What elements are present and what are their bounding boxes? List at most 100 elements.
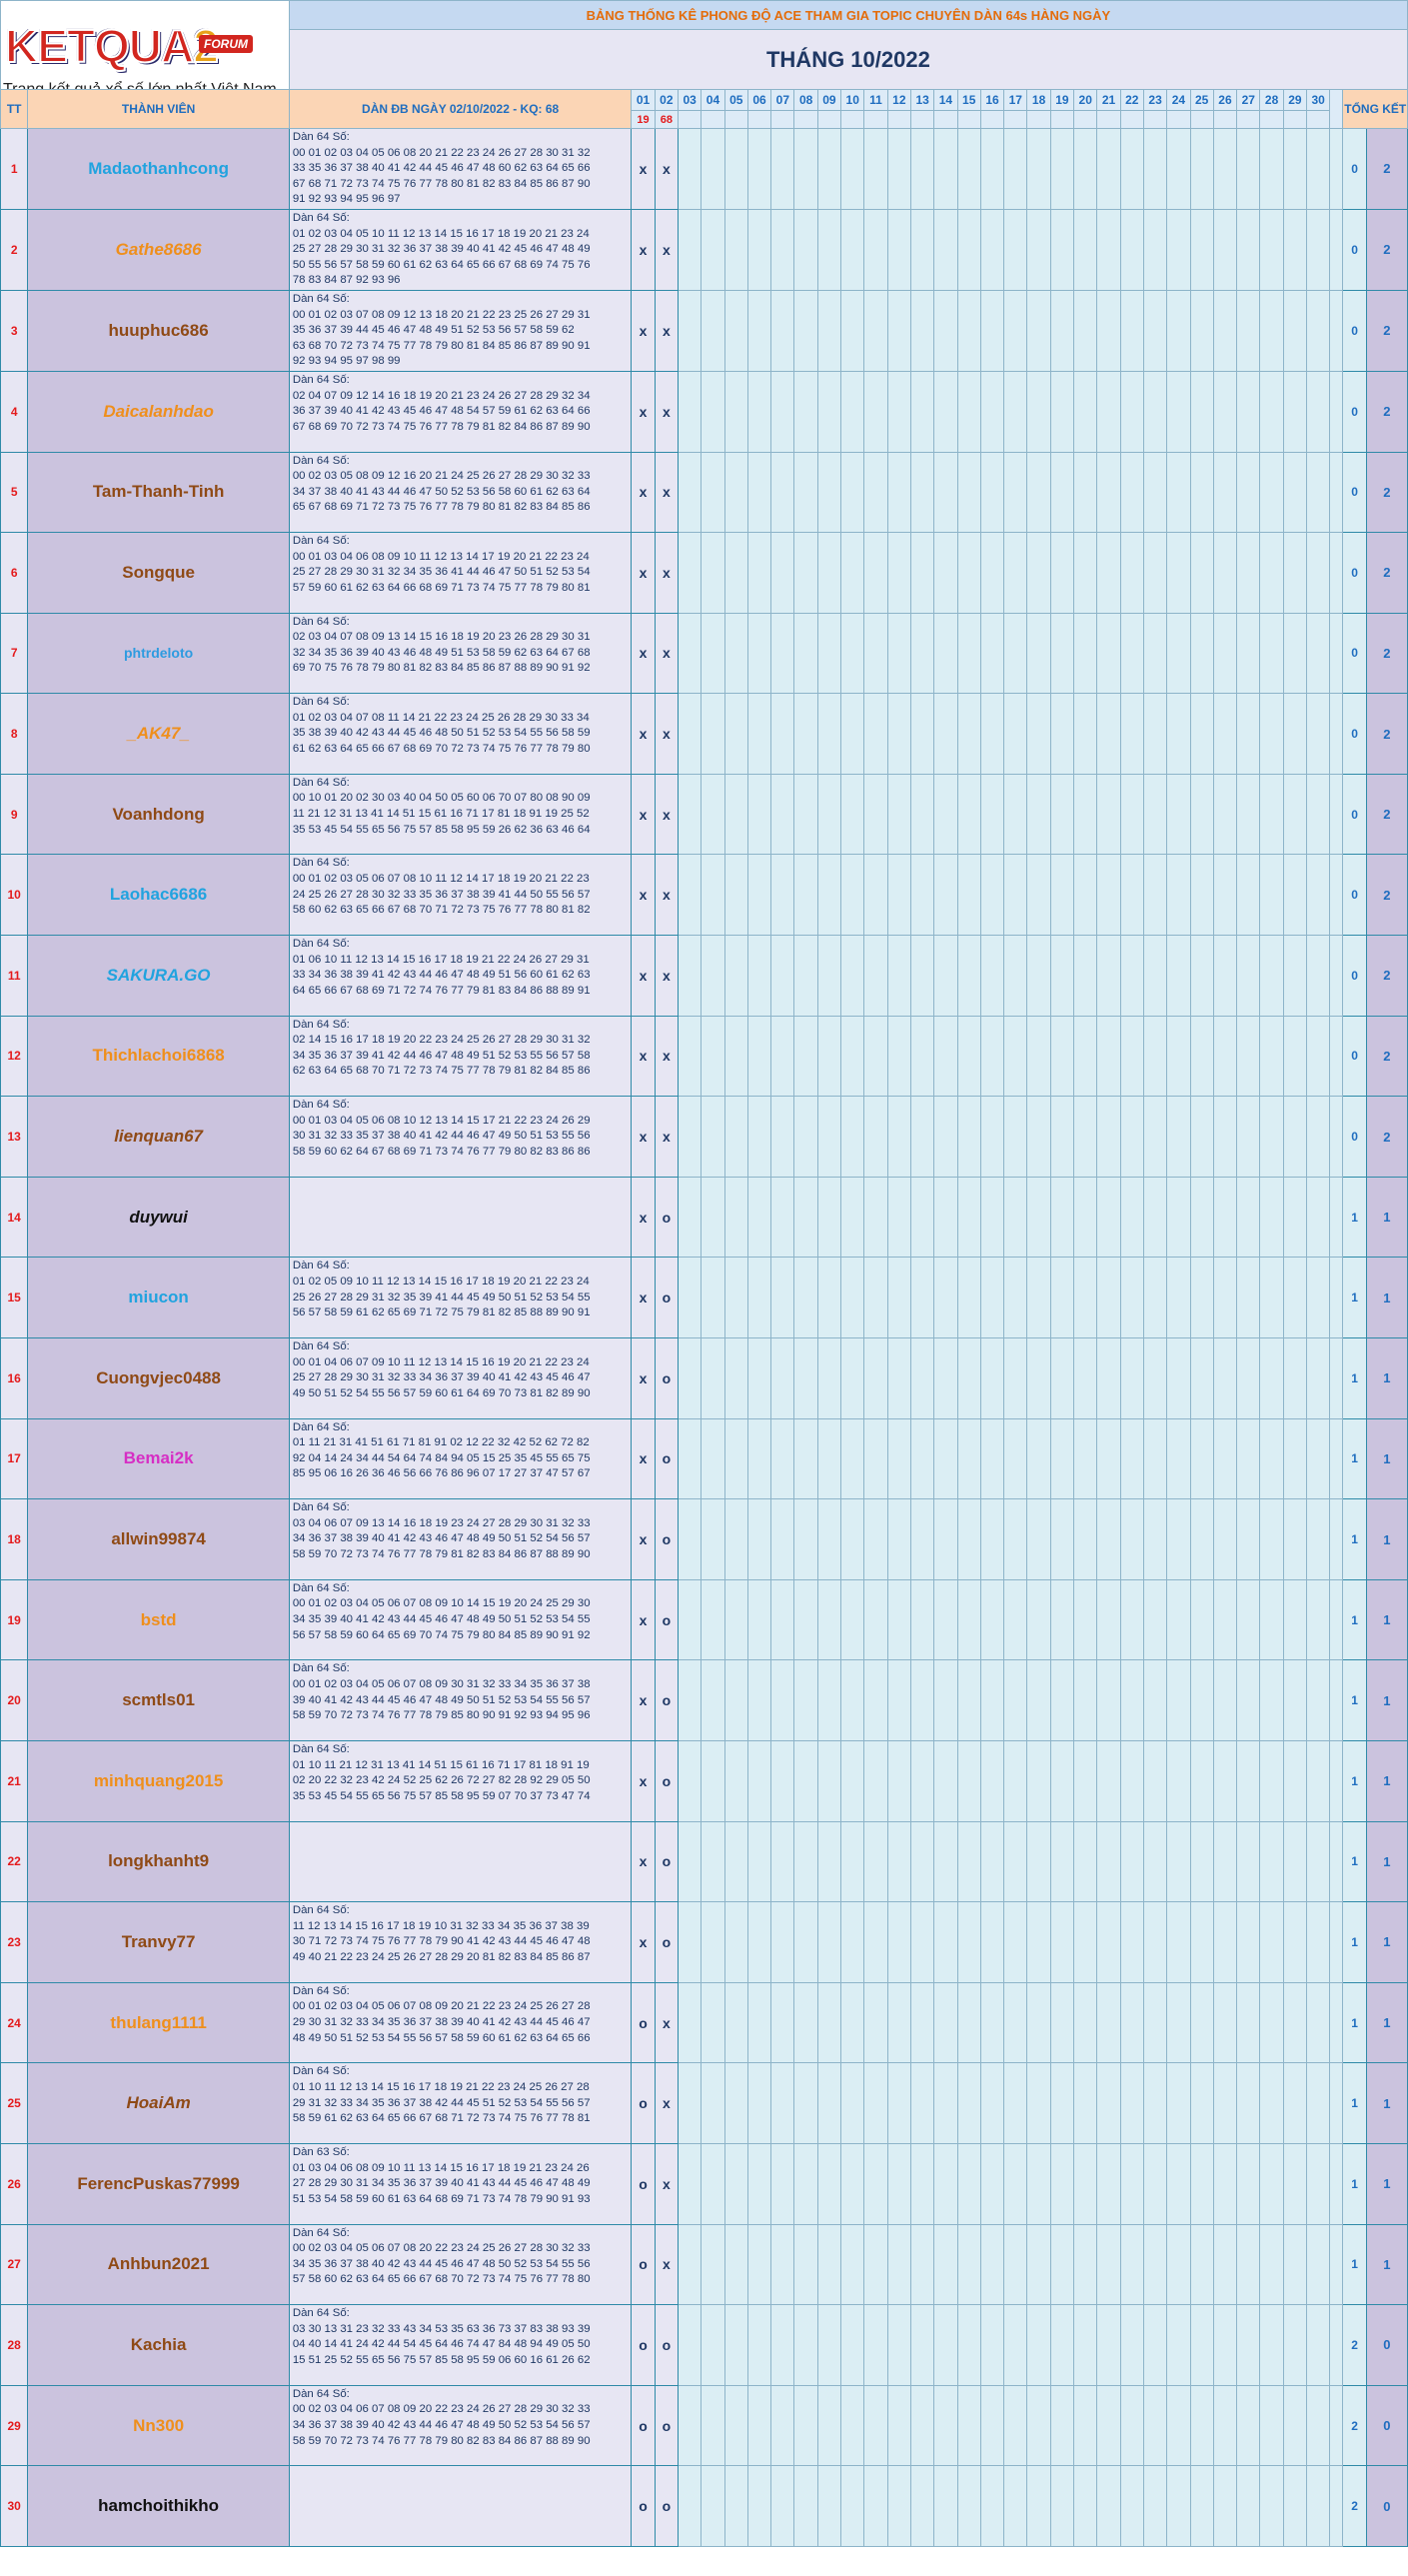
day-cell bbox=[979, 1015, 1005, 1098]
day-header: 06 bbox=[746, 89, 772, 111]
member-name[interactable]: Voanhdong bbox=[27, 773, 290, 856]
day-header: 13 bbox=[909, 89, 935, 111]
spacer-cell bbox=[1329, 693, 1344, 775]
day-cell bbox=[1049, 2465, 1075, 2547]
day-header: 09 bbox=[816, 89, 842, 111]
day-cell bbox=[1306, 1257, 1331, 1339]
member-name[interactable]: Gathe8686 bbox=[27, 208, 290, 291]
day-cell bbox=[701, 1578, 725, 1661]
day-cell bbox=[746, 1257, 772, 1339]
day-cell bbox=[677, 2223, 703, 2306]
member-name[interactable]: Thichlachoi6868 bbox=[27, 1015, 290, 1098]
day-cell bbox=[1306, 854, 1331, 937]
day-cell bbox=[723, 2384, 748, 2467]
day-cell bbox=[956, 1176, 981, 1259]
member-name[interactable]: Tranvy77 bbox=[27, 1901, 290, 1983]
day-cell bbox=[1049, 854, 1075, 937]
member-name[interactable]: thulang1111 bbox=[27, 1981, 290, 2064]
dan-numbers: 01 02 03 04 05 10 11 12 13 14 15 16 17 1… bbox=[292, 227, 590, 240]
member-name[interactable]: lienquan67 bbox=[27, 1096, 290, 1178]
day-cell bbox=[770, 693, 795, 775]
member-name[interactable]: HoaiAm bbox=[27, 2062, 290, 2144]
day-cell bbox=[677, 2304, 703, 2386]
day-cell bbox=[1236, 1417, 1261, 1500]
member-name[interactable]: Tam-Thanh-Tinh bbox=[27, 451, 290, 534]
spacer-cell bbox=[1329, 1096, 1344, 1178]
spacer-header bbox=[1329, 89, 1344, 129]
row-number: 19 bbox=[0, 1578, 29, 1661]
member-name[interactable]: minhquang2015 bbox=[27, 1740, 290, 1822]
day-header: 21 bbox=[1096, 89, 1121, 111]
day-cell bbox=[723, 2223, 748, 2306]
day-result: 68 bbox=[654, 110, 680, 129]
day-cell bbox=[770, 370, 795, 453]
member-name[interactable]: bstd bbox=[27, 1578, 290, 1661]
day-cell bbox=[1073, 532, 1098, 614]
member-name[interactable]: allwin99874 bbox=[27, 1498, 290, 1580]
col-header-dan: DÀN ĐB NGÀY 02/10/2022 - KQ: 68 bbox=[288, 89, 633, 129]
member-name[interactable]: Bemai2k bbox=[27, 1417, 290, 1500]
member-name[interactable]: SAKURA.GO bbox=[27, 935, 290, 1017]
member-name[interactable]: duywui bbox=[27, 1176, 290, 1259]
member-name[interactable]: miucon bbox=[27, 1257, 290, 1339]
dan-numbers: 34 35 39 40 41 42 43 44 45 46 47 48 49 5… bbox=[292, 1613, 591, 1625]
day-mark: o bbox=[654, 1337, 680, 1419]
day-cell bbox=[1096, 612, 1121, 695]
day-cell bbox=[979, 2142, 1005, 2225]
day-cell bbox=[1212, 289, 1238, 372]
member-name[interactable]: phtrdeloto bbox=[27, 612, 290, 695]
day-cell bbox=[701, 208, 725, 291]
member-name[interactable]: longkhanht9 bbox=[27, 1820, 290, 1903]
dan-cell: Dàn 64 Số: 11 12 13 14 15 16 17 18 19 10 … bbox=[288, 1901, 633, 1983]
site-logo[interactable]: KETQUA2 FORUM Trang kết quả xổ số lớn nh… bbox=[1, 17, 288, 89]
day-cell bbox=[909, 1901, 935, 1983]
day-cell bbox=[1282, 693, 1308, 775]
day-cell bbox=[746, 451, 772, 534]
day-cell bbox=[1166, 370, 1191, 453]
dan-numbers: 58 59 60 62 64 67 68 69 71 73 74 76 77 7… bbox=[292, 1146, 591, 1159]
day-cell bbox=[1096, 1096, 1121, 1178]
member-name[interactable]: Cuongvjec0488 bbox=[27, 1337, 290, 1419]
day-cell bbox=[746, 1981, 772, 2064]
day-cell bbox=[1166, 2062, 1191, 2144]
dan-numbers: 29 30 31 32 33 34 35 36 37 38 39 40 41 4… bbox=[292, 2015, 591, 2028]
spacer-cell bbox=[1329, 2465, 1344, 2547]
day-mark: x bbox=[631, 532, 656, 614]
member-name[interactable]: Laohac6686 bbox=[27, 854, 290, 937]
spacer-cell bbox=[1329, 1417, 1344, 1500]
day-cell bbox=[1306, 1417, 1331, 1500]
dan-numbers: 02 03 04 07 08 09 13 14 15 16 18 19 20 2… bbox=[292, 631, 591, 644]
member-name[interactable]: FerencPuskas77999 bbox=[27, 2142, 290, 2225]
member-name[interactable]: Daicalanhdao bbox=[27, 370, 290, 453]
member-name[interactable]: Madaothanhcong bbox=[27, 128, 290, 210]
day-cell bbox=[1026, 2142, 1051, 2225]
day-cell bbox=[770, 1659, 795, 1741]
dan-numbers: 36 37 39 40 41 42 43 45 46 47 48 54 57 5… bbox=[292, 405, 591, 418]
member-name[interactable]: hamchoithikho bbox=[27, 2465, 290, 2547]
day-cell bbox=[1212, 1981, 1238, 2064]
member-name[interactable]: _AK47_ bbox=[27, 693, 290, 775]
dan-cell: Dàn 64 Số: 00 01 02 03 04 05 06 07 08 09 … bbox=[288, 1981, 633, 2064]
member-name[interactable]: huuphuc686 bbox=[27, 289, 290, 372]
member-name[interactable]: scmtls01 bbox=[27, 1659, 290, 1741]
day-mark: o bbox=[654, 2304, 680, 2386]
dan-numbers: 35 53 45 54 55 65 56 75 57 85 58 95 59 2… bbox=[292, 823, 591, 836]
dan-numbers: 85 95 06 16 26 36 46 56 66 76 86 96 07 1… bbox=[292, 1467, 591, 1480]
day-cell bbox=[816, 1981, 842, 2064]
day-cell bbox=[1212, 451, 1238, 534]
day-mark: x bbox=[631, 1498, 656, 1580]
dan-numbers: 58 60 62 63 65 66 67 68 70 71 72 73 75 7… bbox=[292, 904, 591, 917]
day-cell bbox=[1282, 612, 1308, 695]
day-cell bbox=[1306, 693, 1331, 775]
member-name[interactable]: Kachia bbox=[27, 2304, 290, 2386]
day-cell bbox=[1119, 1981, 1144, 2064]
day-cell bbox=[816, 532, 842, 614]
member-name[interactable]: Anhbun2021 bbox=[27, 2223, 290, 2306]
member-name[interactable]: Nn300 bbox=[27, 2384, 290, 2467]
total-score: 1 bbox=[1365, 1901, 1408, 1983]
day-cell bbox=[746, 289, 772, 372]
day-cell bbox=[886, 854, 911, 937]
member-name[interactable]: Songque bbox=[27, 532, 290, 614]
day-cell bbox=[863, 1015, 888, 1098]
